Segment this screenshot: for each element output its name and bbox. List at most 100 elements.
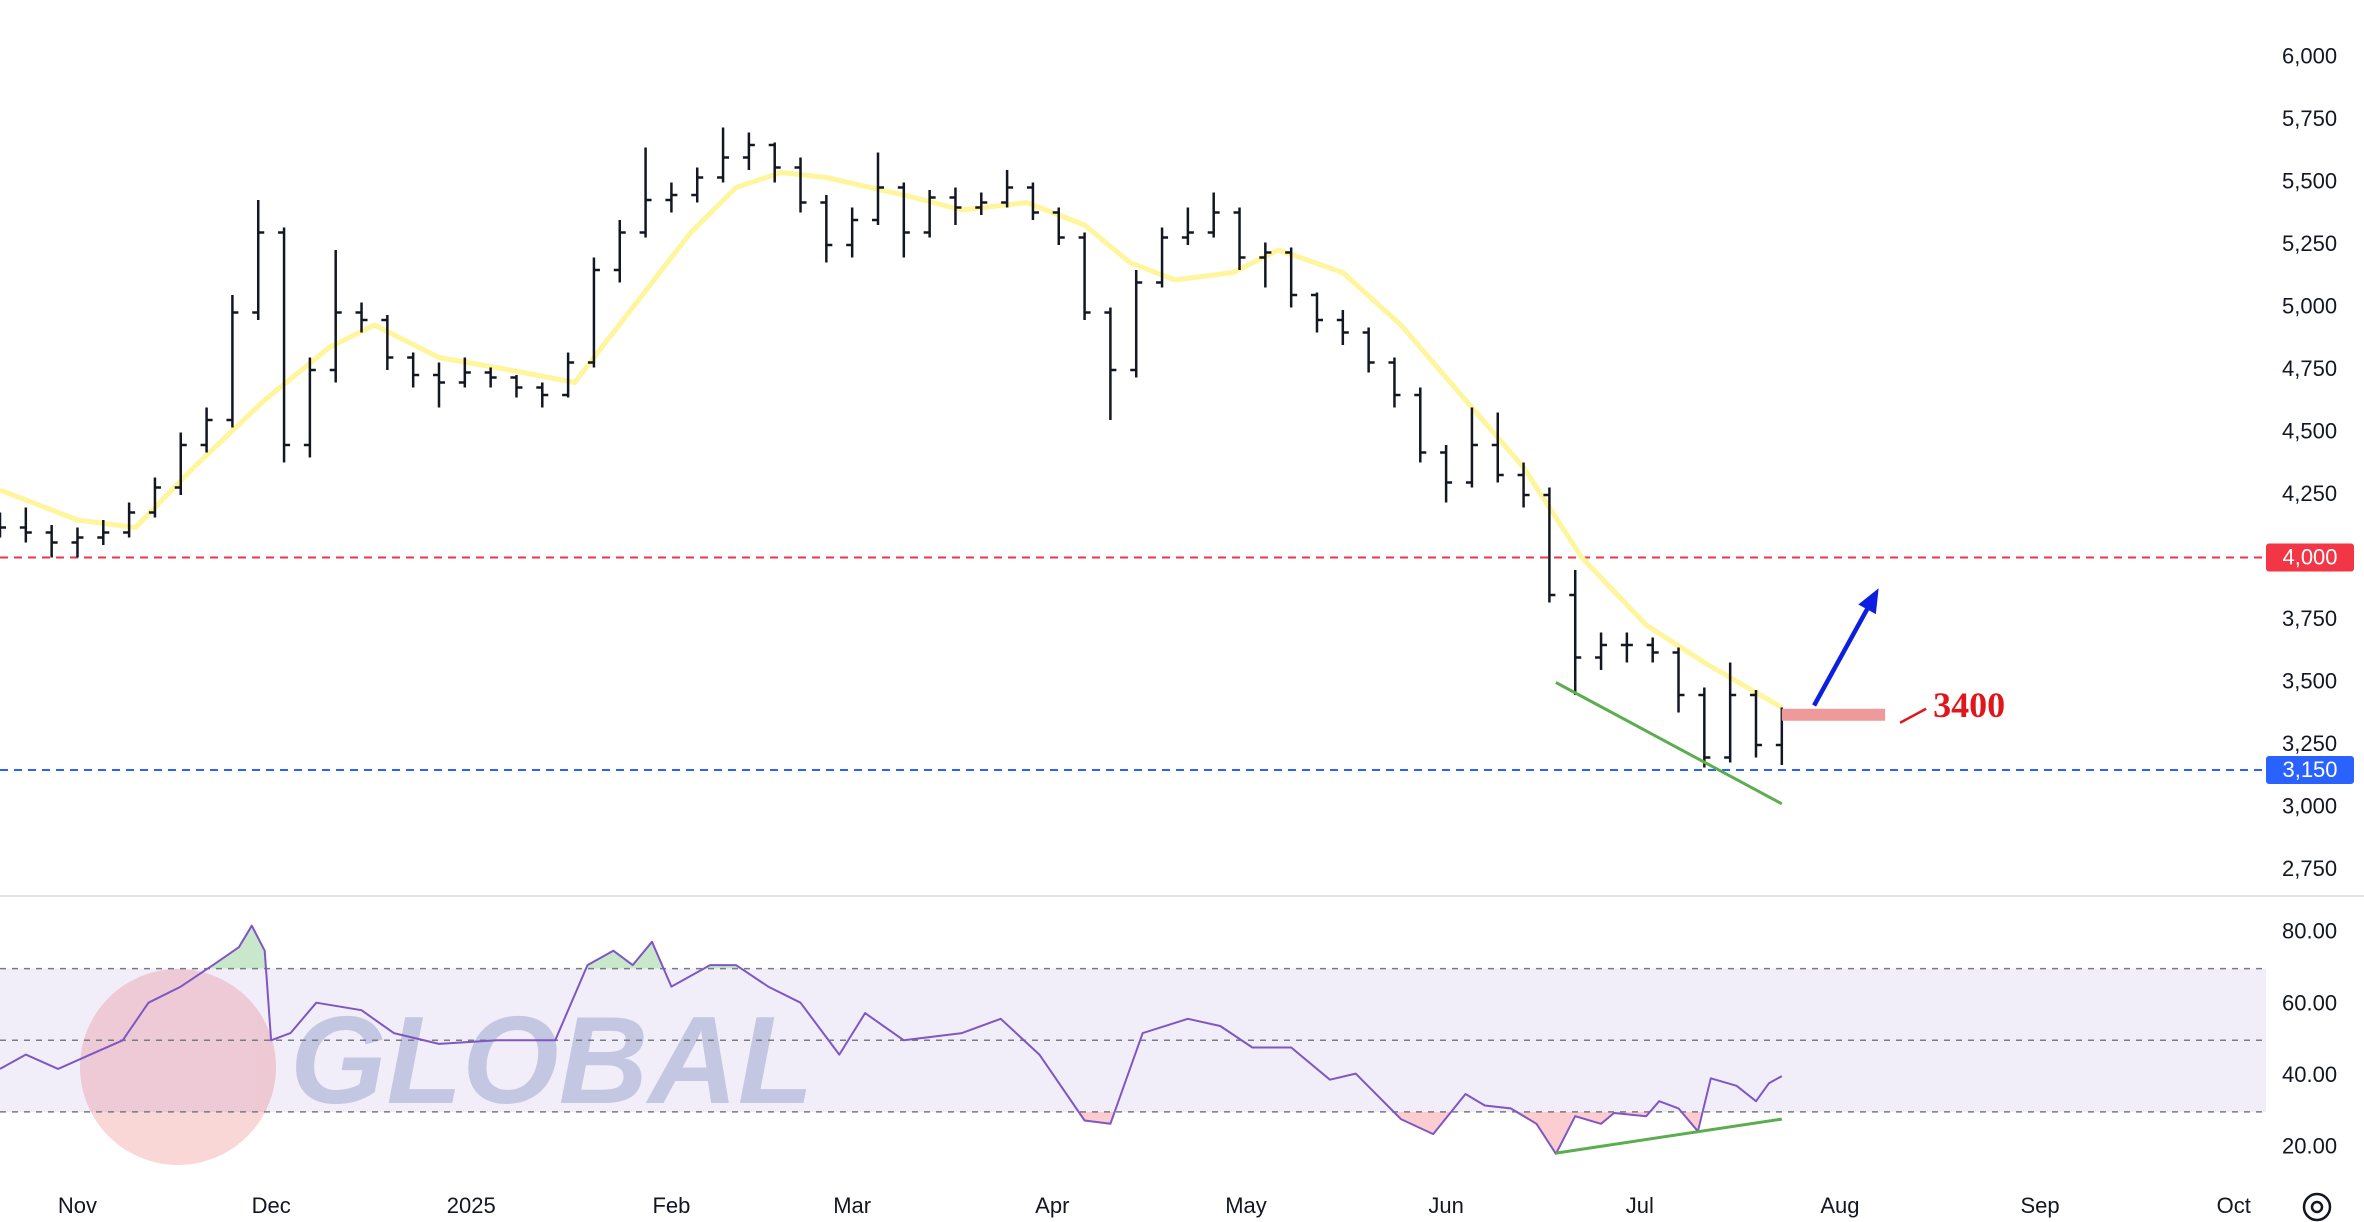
y-tick-label: 5,750	[2282, 106, 2337, 131]
ohlc-bar	[1724, 662, 1737, 763]
y-tick-label: 40.00	[2282, 1062, 2337, 1087]
ohlc-bar	[329, 250, 342, 383]
ohlc-bar	[355, 302, 368, 333]
ohlc-bar	[148, 477, 161, 518]
ohlc-bar	[536, 382, 549, 408]
y-tick-label: 3,750	[2282, 606, 2337, 631]
ohlc-bar	[1181, 207, 1194, 245]
ohlc-bar	[1543, 487, 1556, 603]
ohlc-bar	[45, 525, 58, 558]
ohlc-bar	[1104, 307, 1117, 420]
ohlc-bar	[794, 157, 807, 213]
x-tick-label: Jun	[1428, 1193, 1463, 1218]
ohlc-bar	[1259, 242, 1272, 288]
ohlc-bar	[820, 195, 833, 263]
ohlc-bar	[897, 182, 910, 258]
price-pane	[0, 127, 2266, 806]
level-label: 4,000	[2282, 544, 2337, 569]
ohlc-bar	[1233, 207, 1246, 270]
ohlc-bar	[19, 507, 32, 543]
ohlc-bar	[484, 367, 497, 388]
ohlc-bar	[97, 520, 110, 545]
ohlc-bar	[407, 352, 420, 388]
ohlc-bar	[1207, 192, 1220, 238]
settings-ring	[2302, 1192, 2332, 1222]
ohlc-bar	[123, 502, 136, 538]
ohlc-bar	[458, 357, 471, 388]
watermark-text: GLOBAL	[290, 992, 814, 1130]
y-tick-label: 80.00	[2282, 919, 2337, 944]
settings-hub	[2310, 1200, 2324, 1214]
y-tick-label: 5,250	[2282, 231, 2337, 256]
ohlc-bar	[1491, 412, 1504, 483]
ohlc-bar	[691, 167, 704, 203]
ohlc-bar	[1698, 687, 1711, 768]
ohlc-bar	[1026, 182, 1039, 220]
ohlc-bar	[846, 207, 859, 258]
ohlc-bar	[665, 182, 678, 213]
ohlc-bar	[768, 142, 781, 183]
ohlc-bar	[174, 432, 187, 495]
y-tick-label: 5,500	[2282, 168, 2337, 193]
watermark: GLOBAL	[80, 969, 814, 1165]
moving-average	[0, 170, 1784, 710]
ohlc-bar	[1440, 445, 1453, 503]
trendline	[1555, 681, 1783, 806]
ohlc-bar	[226, 295, 239, 428]
level-label: 3,150	[2282, 757, 2337, 782]
rsi-pane	[0, 924, 2266, 1155]
level-badge	[2266, 756, 2354, 784]
ohlc-bar	[871, 152, 884, 225]
arrow-head	[1858, 588, 1879, 615]
x-tick-label: Feb	[652, 1193, 690, 1218]
ohlc-bar	[1620, 632, 1633, 663]
y-tick-label: 4,250	[2282, 481, 2337, 506]
x-tick-label: Oct	[2217, 1193, 2251, 1218]
ohlc-bar	[1749, 690, 1762, 758]
ohlc-bar	[613, 220, 626, 283]
y-tick-label: 4,500	[2282, 418, 2337, 443]
ohlc-bar	[639, 147, 652, 238]
ohlc-bar	[1336, 310, 1349, 345]
ohlc-bar	[717, 127, 730, 183]
rsi-line	[0, 924, 1783, 1155]
ohlc-bar	[1156, 227, 1169, 288]
ohlc-bar	[278, 227, 291, 463]
ohlc-bar	[923, 190, 936, 238]
watermark-logo	[80, 969, 276, 1165]
target-zone	[1781, 708, 1886, 721]
ohlc-bar	[562, 352, 575, 398]
ohlc-bar	[381, 315, 394, 370]
ohlc-bar	[949, 187, 962, 225]
x-tick-label: Apr	[1035, 1193, 1069, 1218]
ohlc-bar	[1001, 170, 1014, 208]
ohlc-bar	[1672, 647, 1685, 713]
ohlc-bar	[1517, 462, 1530, 508]
ohlc-bar	[0, 512, 6, 538]
y-tick-label: 3,000	[2282, 793, 2337, 818]
ohlc-bar	[1078, 232, 1091, 320]
y-tick-label: 3,250	[2282, 731, 2337, 756]
x-tick-label: Jul	[1626, 1193, 1654, 1218]
ohlc-bar	[975, 192, 988, 215]
ohlc-bar	[1569, 570, 1582, 695]
y-tick-label: 20.00	[2282, 1134, 2337, 1159]
ohlc-bar	[71, 527, 84, 558]
ohlc-bar	[303, 357, 316, 458]
x-tick-label: Dec	[252, 1193, 291, 1218]
ohlc-bar	[587, 257, 600, 368]
arrow-shaft	[1812, 603, 1872, 707]
ohlc-bar	[742, 132, 755, 170]
annotation-label: 3400	[1933, 685, 2005, 725]
ohlc-bar	[432, 362, 445, 408]
ohlc-bar	[200, 407, 213, 453]
ohlc-bar	[1285, 247, 1298, 308]
ohlc-bar	[1465, 407, 1478, 488]
x-tick-label: Sep	[2020, 1193, 2059, 1218]
settings-icon[interactable]	[2302, 1192, 2332, 1222]
overbought-fill	[207, 925, 742, 969]
ohlc-bar	[510, 375, 523, 398]
annotation-tick	[1899, 707, 1927, 724]
